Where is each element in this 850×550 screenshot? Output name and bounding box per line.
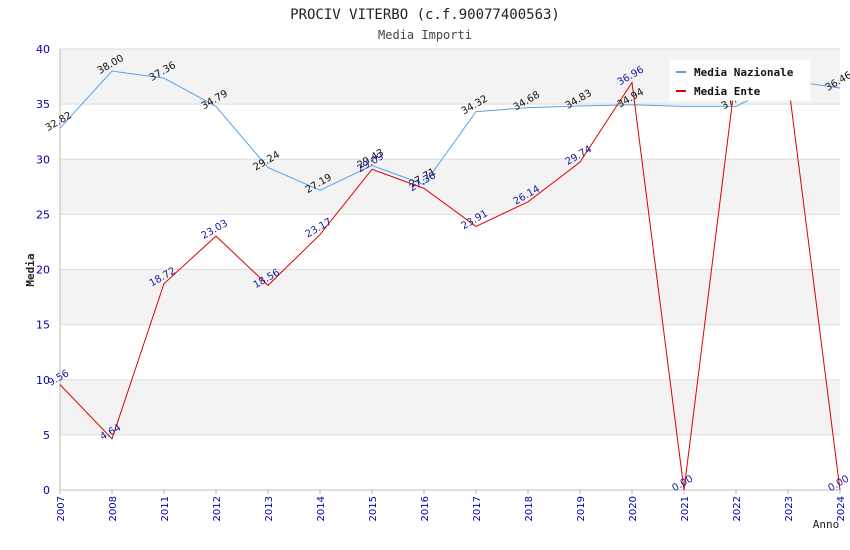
plot-band [60, 379, 840, 435]
plot-band [60, 159, 840, 215]
x-axis-label: Anno [813, 518, 840, 531]
x-tick-label: 2018 [524, 496, 535, 521]
x-tick-label: 2008 [108, 496, 119, 521]
x-tick-label: 2014 [316, 496, 327, 521]
y-tick-label: 35 [36, 98, 50, 111]
plot-band [60, 269, 840, 325]
x-tick-label: 2011 [160, 496, 171, 521]
x-tick-label: 2016 [420, 496, 431, 521]
x-tick-label: 2017 [472, 496, 483, 521]
y-tick-label: 30 [36, 153, 50, 166]
y-tick-label: 15 [36, 319, 50, 332]
x-tick-label: 2019 [576, 496, 587, 521]
x-tick-label: 2012 [212, 496, 223, 521]
y-tick-label: 10 [36, 374, 50, 387]
data-label: 0.00 [670, 474, 695, 495]
x-tick-label: 2020 [628, 496, 639, 521]
legend-label-media-nazionale: Media Nazionale [694, 66, 794, 79]
data-label: 23.17 [304, 216, 334, 240]
x-tick-label: 2024 [836, 496, 847, 521]
y-axis-label: Media [24, 253, 37, 286]
y-tick-label: 5 [43, 429, 50, 442]
x-tick-label: 2013 [264, 496, 275, 521]
y-tick-label: 20 [36, 264, 50, 277]
x-tick-label: 2015 [368, 496, 379, 521]
y-tick-label: 0 [43, 484, 50, 497]
x-tick-label: 2022 [732, 496, 743, 521]
series-group [59, 70, 841, 491]
data-label: 23.03 [200, 218, 230, 242]
chart-subtitle: Media Importi [378, 28, 472, 42]
x-tick-label: 2023 [784, 496, 795, 521]
legend: Media Nazionale Media Ente [669, 59, 811, 101]
legend-label-media-ente: Media Ente [694, 85, 761, 98]
data-label: 32.82 [44, 110, 74, 134]
y-tick-label: 40 [36, 43, 50, 56]
series-line-media-ente [59, 72, 841, 491]
y-tick-label: 25 [36, 208, 50, 221]
x-ticks: 2007 2008 2011 2012 2013 2014 2015 2016 2017 2018… [56, 490, 847, 521]
x-tick-label: 2007 [56, 496, 67, 521]
chart-title: PROCIV VITERBO (c.f.90077400563) [290, 7, 560, 23]
x-tick-label: 2021 [680, 496, 691, 521]
legend-box [669, 59, 811, 101]
y-ticks: 0 5 10 15 20 25 30 35 40 [36, 43, 50, 497]
series-line-media-nazionale [59, 70, 841, 191]
